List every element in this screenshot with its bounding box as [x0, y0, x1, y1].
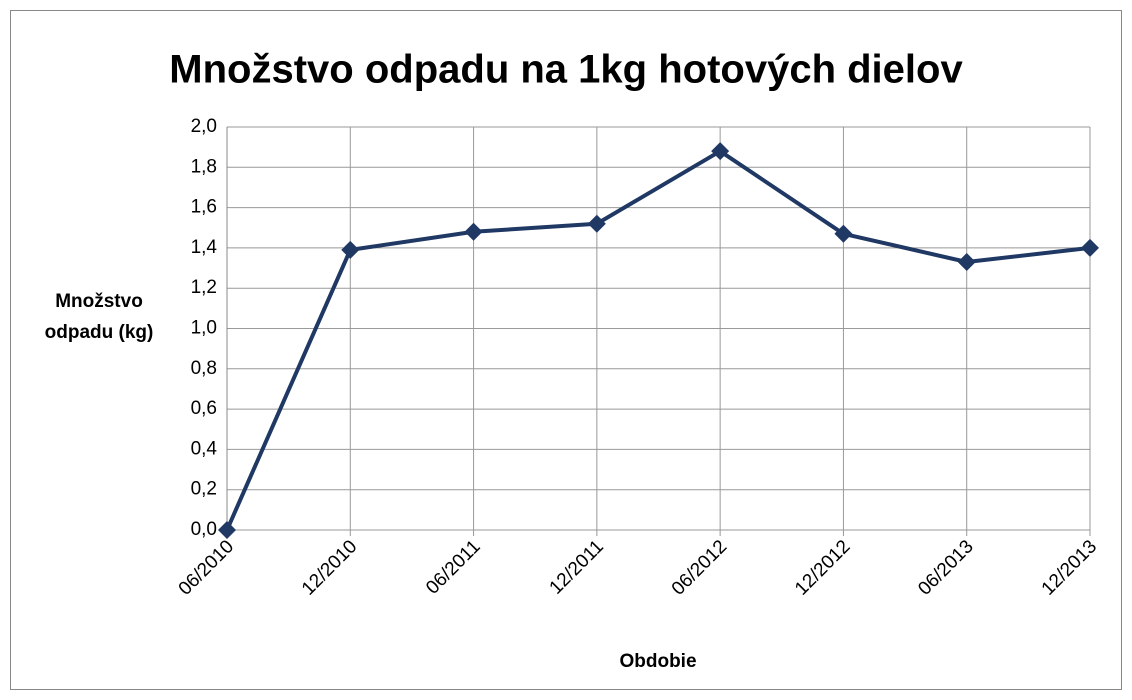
marker	[218, 521, 236, 539]
marker	[957, 253, 976, 272]
y-tick-label: 0,8	[191, 358, 217, 379]
y-tick-label: 2,0	[191, 116, 217, 137]
marker	[1081, 238, 1099, 257]
y-tick-label: 1,4	[191, 237, 218, 258]
marker	[587, 214, 606, 233]
marker	[834, 224, 853, 243]
y-tick-label: 0,4	[191, 438, 218, 459]
y-axis-label: Množstvo odpadu (kg)	[44, 291, 154, 343]
chart-title: Množstvo odpadu na 1kg hotových dielov	[169, 48, 963, 92]
chart-border	[10, 10, 1122, 690]
y-tick-label: 0,2	[191, 479, 217, 500]
y-tick-label: 1,6	[191, 197, 217, 218]
y-tick-label: 1,2	[191, 277, 217, 298]
y-tick-label: 1,8	[191, 156, 217, 177]
marker	[341, 240, 360, 259]
y-tick-label: 1,0	[191, 318, 217, 339]
line	[225, 149, 1091, 531]
marker	[464, 222, 483, 241]
y-tick-label: 0,0	[191, 519, 217, 540]
marker	[711, 142, 730, 161]
y-tick-label: 0,6	[191, 398, 217, 419]
x-axis-label: Obdobie	[619, 651, 696, 672]
